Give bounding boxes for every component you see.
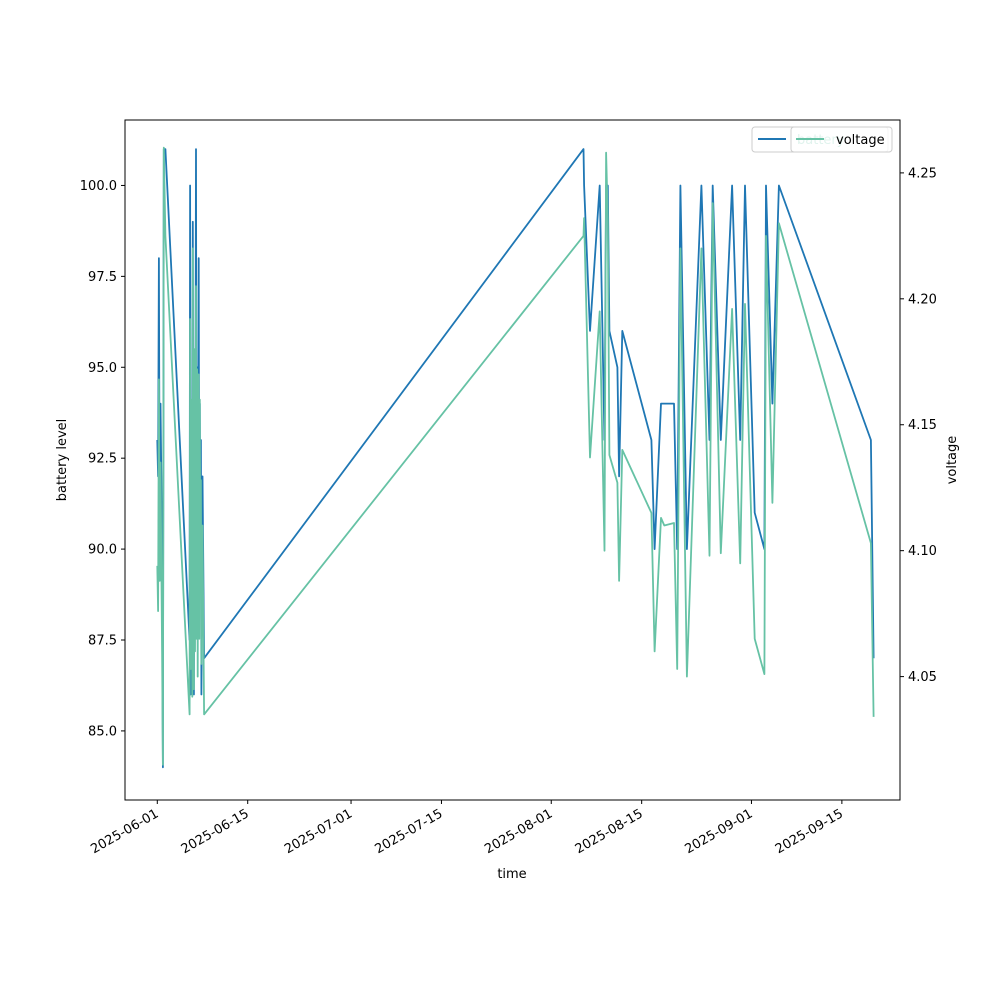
x-tick-label: 2025-07-01 bbox=[282, 806, 355, 857]
x-axis: 2025-06-01 2025-06-15 2025-07-01 2025-07-15… bbox=[88, 800, 846, 857]
series-line-voltage bbox=[156, 146, 875, 766]
x-tick-label: 2025-09-15 bbox=[773, 806, 846, 857]
y-tick-label: 90.0 bbox=[88, 543, 117, 558]
y-tick-label: 92.5 bbox=[88, 452, 117, 467]
y2-tick-label: 4.10 bbox=[908, 544, 937, 559]
y-axis-left: 85.0 87.5 90.0 92.5 95.0 97.5 100.0 bbox=[80, 179, 125, 739]
legend-voltage-label: voltage bbox=[836, 133, 885, 148]
series-layer bbox=[156, 146, 875, 769]
x-tick-label: 2025-09-01 bbox=[683, 806, 756, 857]
y-tick-label: 97.5 bbox=[88, 270, 117, 285]
y-tick-label: 85.0 bbox=[88, 724, 117, 739]
legend-voltage-frame bbox=[790, 126, 893, 153]
y-axis-right: 4.05 4.10 4.15 4.20 4.25 bbox=[900, 166, 937, 685]
legend-voltage: voltage bbox=[790, 126, 893, 153]
y2-tick-label: 4.15 bbox=[908, 418, 937, 433]
y-tick-label: 87.5 bbox=[88, 634, 117, 649]
y-axis-label: battery level bbox=[55, 419, 70, 502]
y2-axis-label: voltage bbox=[945, 436, 960, 485]
plot-background bbox=[125, 120, 900, 800]
y-tick-label: 95.0 bbox=[88, 361, 117, 376]
plot-frame bbox=[124, 119, 901, 801]
y2-tick-label: 4.05 bbox=[908, 670, 937, 685]
x-tick-label: 2025-08-15 bbox=[573, 806, 646, 857]
x-axis-label: time bbox=[497, 867, 526, 882]
x-tick-label: 2025-06-15 bbox=[179, 806, 252, 857]
y2-tick-label: 4.25 bbox=[908, 166, 937, 181]
x-tick-label: 2025-08-01 bbox=[482, 806, 555, 857]
y2-tick-label: 4.20 bbox=[908, 292, 937, 307]
y-tick-label: 100.0 bbox=[80, 179, 117, 194]
x-tick-label: 2025-07-15 bbox=[373, 806, 446, 857]
x-tick-label: 2025-06-01 bbox=[88, 806, 161, 857]
